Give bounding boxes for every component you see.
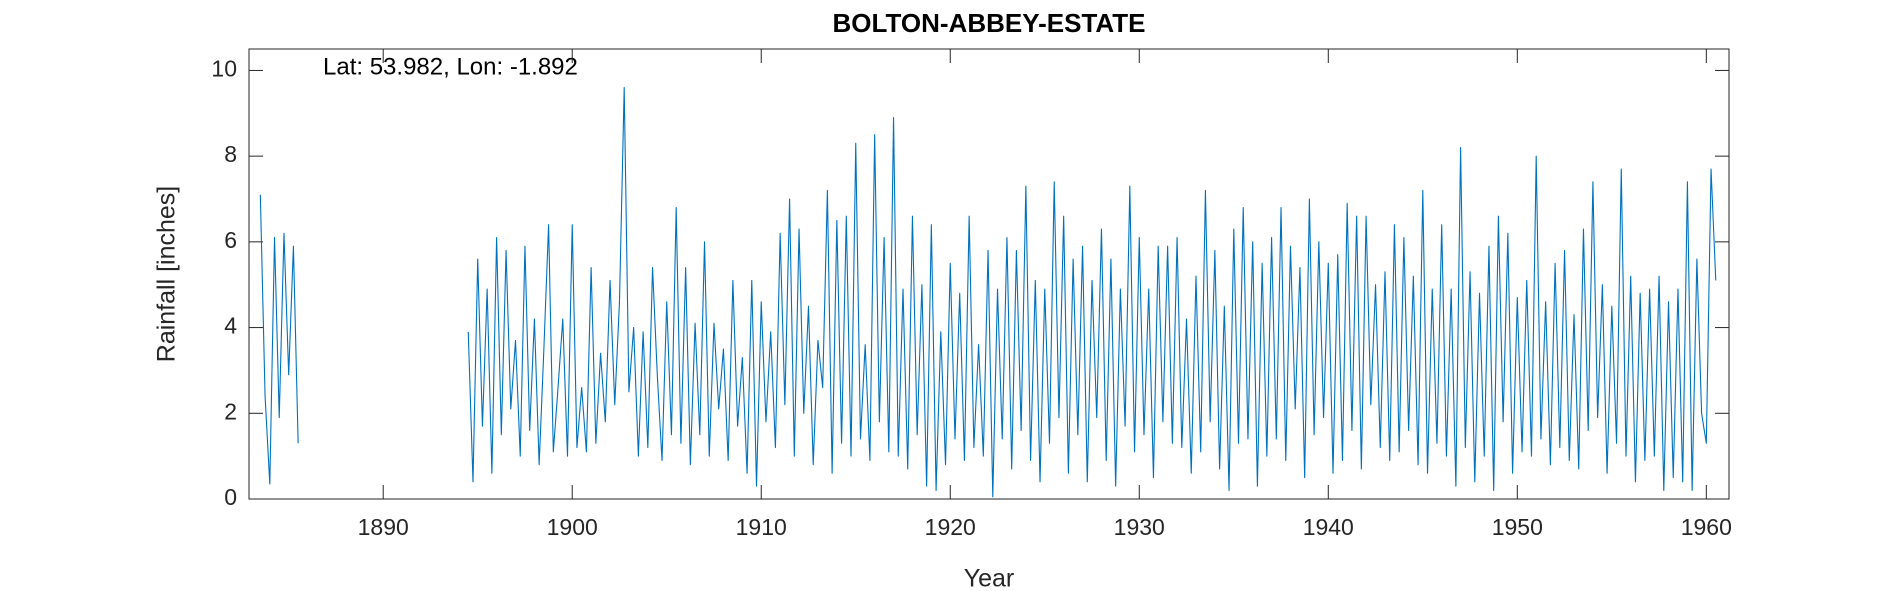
x-tick-label: 1930 [1114, 514, 1165, 540]
y-tick-label: 2 [224, 398, 237, 424]
y-tick-label: 8 [224, 141, 237, 167]
x-tick-label: 1890 [358, 514, 409, 540]
x-tick-label: 1960 [1681, 514, 1732, 540]
annotation: Lat: 53.982, Lon: -1.892 [323, 53, 578, 80]
y-tick-label: 4 [224, 313, 237, 339]
x-tick-label: 1920 [925, 514, 976, 540]
x-tick-label: 1900 [547, 514, 598, 540]
axes-box [248, 48, 1730, 500]
y-tick-label: 0 [224, 484, 237, 510]
data-line [259, 87, 1717, 498]
y-axis-label: Rainfall [inches] [153, 186, 181, 362]
x-axis-label: Year [964, 565, 1015, 591]
x-tick-label: 1950 [1492, 514, 1543, 540]
y-tick-label: 6 [224, 227, 237, 253]
x-tick-label: 1940 [1303, 514, 1354, 540]
y-tick-label: 10 [211, 56, 237, 82]
chart-title: BOLTON-ABBEY-ESTATE [833, 8, 1146, 38]
x-tick-label: 1910 [736, 514, 787, 540]
